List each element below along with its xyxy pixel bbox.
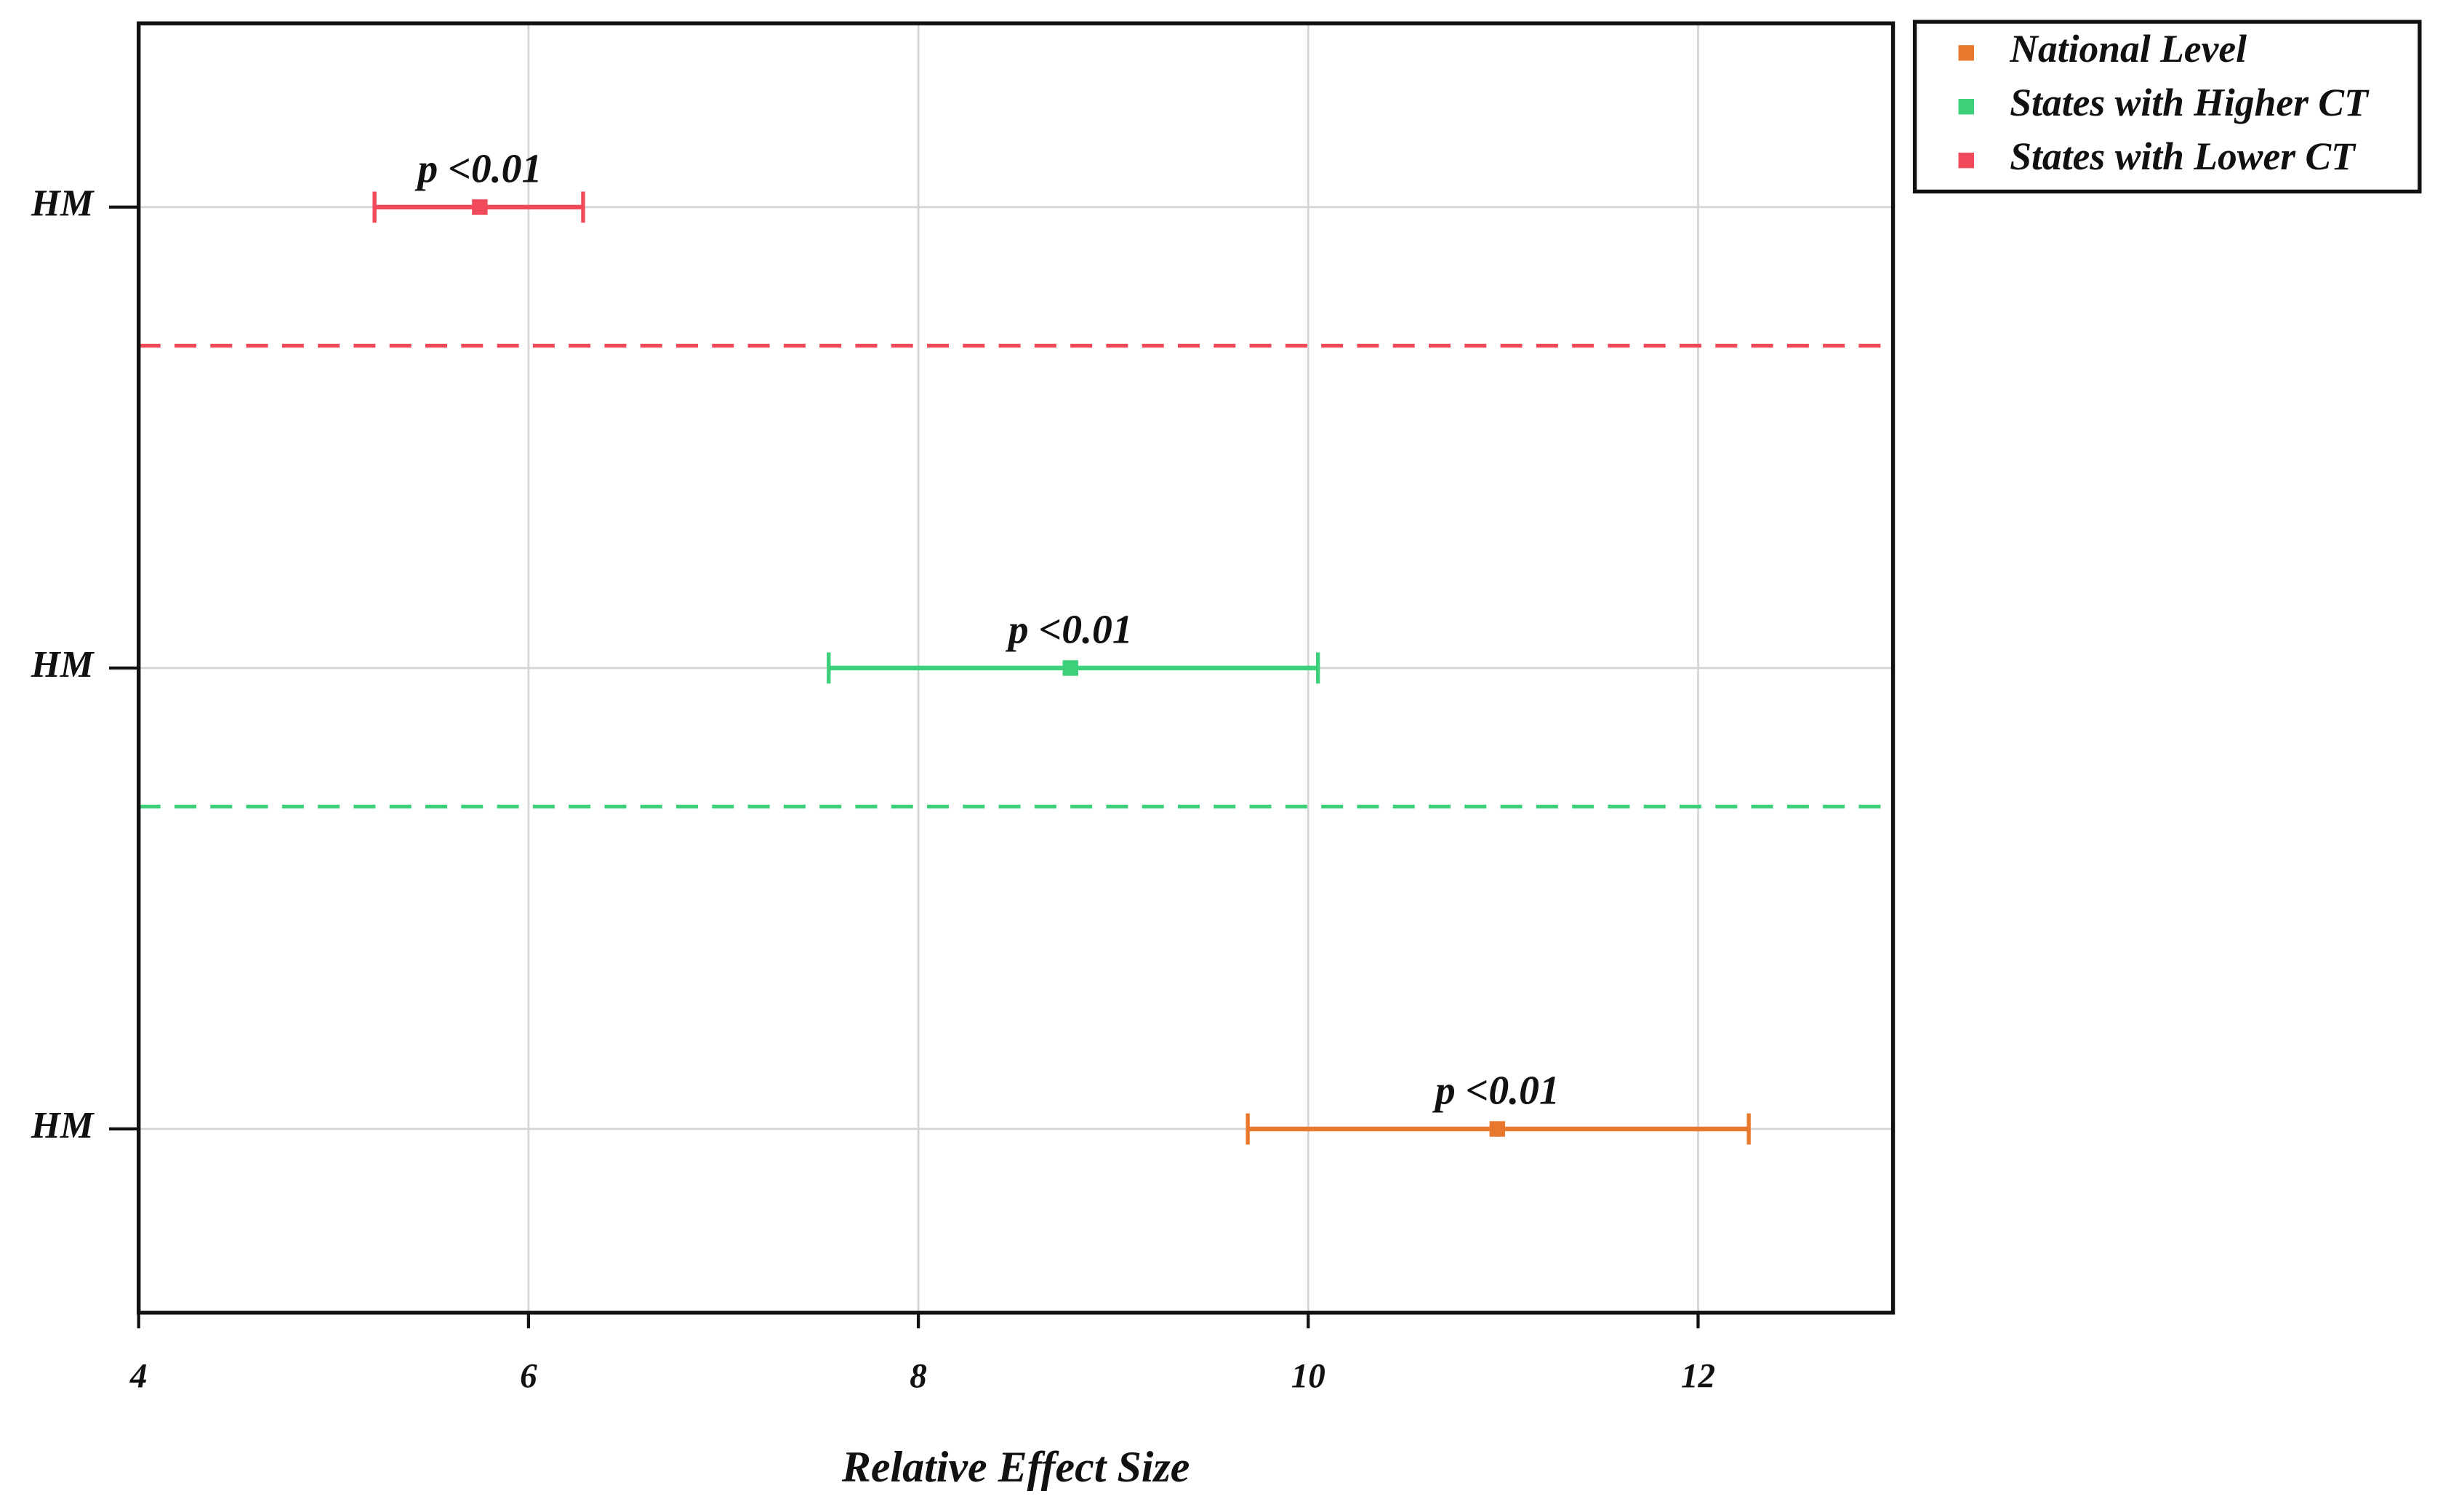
y-tick-label: HM	[31, 1105, 95, 1146]
annotation: p <0.01	[414, 147, 542, 192]
x-tick-label: 6	[520, 1358, 537, 1396]
plot-frame	[137, 21, 1896, 1315]
legend-label: States with Higher CT	[2010, 81, 2370, 124]
legend-marker	[1958, 99, 1974, 115]
annotation: p <0.01	[1432, 1069, 1560, 1114]
x-axis-label: Relative Effect Size	[841, 1443, 1190, 1491]
point	[1062, 660, 1078, 676]
annotation: p <0.01	[1006, 608, 1133, 653]
legend-marker	[1958, 152, 1974, 169]
x-tick-label: 12	[1681, 1358, 1715, 1396]
y-tick-label: HM	[31, 183, 95, 225]
y-tick-label: HM	[31, 644, 95, 685]
legend-label: States with Lower CT	[2010, 134, 2356, 178]
point	[1489, 1121, 1506, 1137]
legend-marker	[1958, 45, 1974, 61]
x-tick-label: 4	[129, 1358, 148, 1396]
x-tick-label: 10	[1291, 1358, 1325, 1396]
legend-frame	[1912, 20, 2422, 194]
legend-label: National Level	[2009, 27, 2247, 71]
point	[472, 199, 488, 215]
x-tick-label: 8	[910, 1358, 927, 1396]
